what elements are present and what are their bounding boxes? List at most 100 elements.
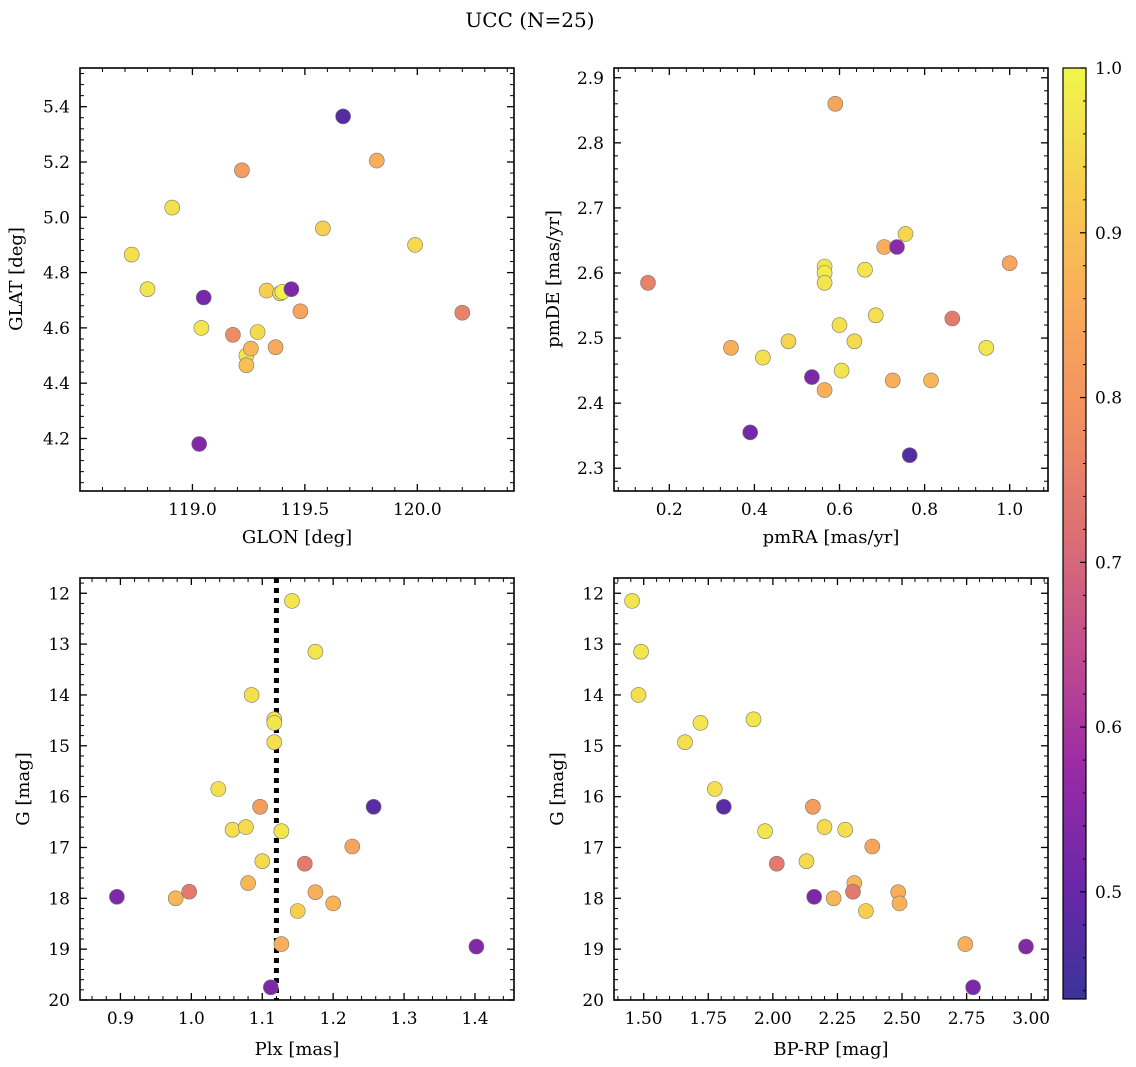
x-tick-label: 1.4 (461, 1009, 488, 1029)
y-tick-label: 4.6 (43, 319, 70, 339)
data-point (780, 333, 797, 350)
x-tick-label: 0.6 (826, 500, 853, 520)
data-point (210, 781, 227, 797)
panel-plx-g: 0.9 1.0 1.1 1.2 1.3 1.4 12 13 14 15 16 17 18 19 20 Plx… (13, 577, 515, 1060)
data-point (1018, 938, 1034, 955)
panel-glon-glat-xlabel: GLON [deg] (242, 527, 352, 548)
y-tick-label: 2.4 (577, 394, 604, 414)
panel-bprp-g-xlabel: BP-RP [mag] (773, 1039, 888, 1060)
data-point (846, 333, 863, 350)
y-tick-label: 20 (48, 991, 70, 1011)
data-point (307, 884, 324, 901)
data-point (267, 339, 284, 356)
data-point (715, 798, 732, 815)
y-tick-label: 19 (48, 940, 70, 960)
y-tick-label: 18 (48, 889, 70, 909)
panel-plx-g-frame (79, 577, 515, 1001)
data-point (923, 372, 939, 389)
x-tick-label: 1.2 (320, 1009, 347, 1029)
y-tick-label: 2.6 (577, 264, 604, 284)
data-point (889, 239, 905, 255)
x-tick-label: 0.8 (911, 500, 938, 520)
data-point (816, 274, 833, 291)
data-point (867, 307, 884, 324)
panel-bprp-g-frame (613, 577, 1049, 1001)
x-tick-label: 3.00 (1012, 1009, 1050, 1029)
figure-title: UCC (N=25) (465, 8, 594, 32)
panel-pmra-pmde: 0.2 0.4 0.6 0.8 1.0 2.3 2.4 2.5 2.6 2.7 2.8 2.9 pmR… (543, 67, 1049, 548)
panel-bprp-g-points (624, 593, 1034, 996)
data-point (193, 320, 210, 336)
data-point (307, 643, 324, 660)
y-tick-label: 18 (582, 889, 604, 909)
data-point (468, 938, 485, 955)
x-tick-label: 1.0 (996, 500, 1023, 520)
panel-glon-glat-points (123, 108, 471, 452)
data-point (258, 282, 275, 299)
data-point (897, 226, 914, 242)
panel-bprp-g-ylabel: G [mag] (547, 752, 568, 825)
x-tick-label: 119.0 (168, 500, 217, 520)
colorbar-gradient (1062, 67, 1087, 1000)
data-point (365, 798, 382, 815)
data-point (706, 781, 723, 797)
panel-glon-glat: 119.0 119.5 120.0 4.2 4.4 4.6 4.8 5.0 5.2 5.4 GLO… (6, 67, 515, 548)
x-tick-label: 1.50 (625, 1009, 663, 1029)
y-tick-label: 16 (48, 788, 70, 808)
data-point (296, 855, 313, 872)
y-tick-label: 20 (582, 991, 604, 1011)
data-point (238, 357, 255, 374)
data-point (123, 246, 140, 263)
data-point (266, 734, 283, 751)
panel-pmra-pmde-xlabel: pmRA [mas/yr] (763, 527, 900, 548)
data-point (368, 152, 385, 169)
data-point (858, 903, 874, 919)
panel-glon-glat-ticks: 119.0 119.5 120.0 4.2 4.4 4.6 4.8 5.0 5.2 5.4 (43, 68, 514, 520)
x-tick-label: 0.4 (741, 500, 768, 520)
data-point (289, 903, 306, 919)
colorbar-ticks: 0.5 0.6 0.7 0.8 0.9 1.0 (1080, 59, 1122, 992)
panel-pmra-pmde-ticks: 0.2 0.4 0.6 0.8 1.0 2.3 2.4 2.5 2.6 2.7 2.8 2.9 (577, 68, 1048, 520)
data-point (831, 317, 848, 333)
data-point (624, 593, 640, 609)
data-point (901, 447, 918, 464)
y-tick-label: 4.8 (43, 264, 70, 284)
data-point (273, 936, 290, 952)
x-tick-label: 2.50 (883, 1009, 921, 1029)
y-tick-label: 5.0 (43, 208, 70, 228)
y-tick-label: 5.2 (43, 153, 70, 173)
colorbar: 0.5 0.6 0.7 0.8 0.9 1.0 (1062, 59, 1122, 1000)
data-point (825, 890, 842, 907)
y-tick-label: 19 (582, 940, 604, 960)
y-tick-label: 15 (582, 737, 604, 757)
x-tick-label: 0.9 (107, 1009, 134, 1029)
data-point (325, 895, 342, 912)
panel-plx-g-ylabel: G [mag] (13, 752, 34, 825)
data-point (195, 289, 212, 306)
x-tick-label: 1.1 (249, 1009, 276, 1029)
data-point (167, 890, 184, 907)
colorbar-tick-label: 0.5 (1095, 883, 1122, 903)
y-tick-label: 12 (48, 584, 70, 604)
x-tick-label: 119.5 (281, 500, 330, 520)
y-tick-label: 4.4 (43, 374, 70, 394)
data-point (805, 798, 821, 815)
x-tick-label: 2.00 (754, 1009, 792, 1029)
data-point (181, 883, 197, 900)
data-point (315, 220, 331, 237)
x-tick-label: 1.0 (178, 1009, 205, 1029)
colorbar-tick-label: 1.0 (1095, 59, 1122, 79)
data-point (804, 369, 820, 385)
y-tick-label: 12 (582, 584, 604, 604)
data-point (757, 823, 773, 840)
data-point (816, 382, 833, 398)
data-point (944, 310, 961, 327)
colorbar-tick-label: 0.8 (1095, 389, 1122, 409)
colorbar-tick-label: 0.6 (1095, 718, 1122, 738)
data-point (266, 715, 283, 731)
panel-bprp-g: 1.50 1.75 2.00 2.25 2.50 2.75 3.00 12 13 14 15 16 17… (547, 577, 1050, 1060)
x-tick-label: 0.2 (656, 500, 683, 520)
data-point (633, 643, 649, 660)
panel-bprp-g-ticks: 1.50 1.75 2.00 2.25 2.50 2.75 3.00 12 13 14 15 16 17… (582, 578, 1050, 1029)
